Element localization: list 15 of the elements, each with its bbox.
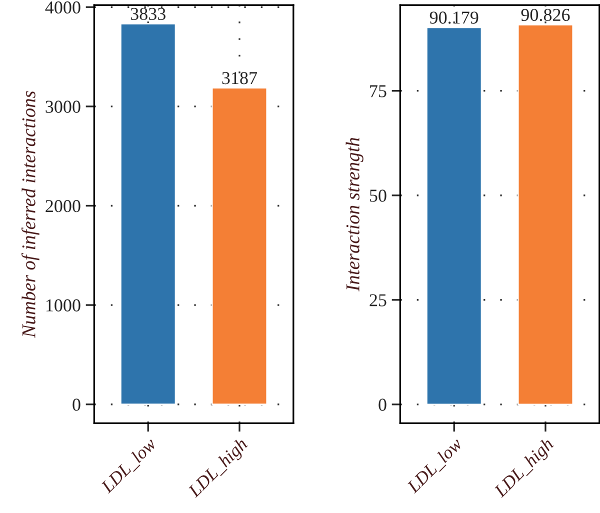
data-label: 3833 (130, 8, 166, 20)
y-tick-label: 3000 (46, 100, 80, 113)
y-tick-label: 4000 (45, 1, 80, 14)
data-label: 3187 (222, 72, 258, 84)
y-axis-title: Number of inferred interactions (22, 91, 40, 338)
y-tick-label: 1000 (46, 299, 80, 312)
y-tick-label: 2000 (46, 200, 80, 212)
y-tick-label: 25 (370, 294, 386, 306)
y-tick-label: 0 (72, 398, 80, 411)
y-axis-title: Interaction strength (346, 138, 364, 292)
y-tick-label: 50 (370, 190, 386, 202)
y-tick-label: 0 (378, 398, 386, 411)
data-label: 90.179 (430, 12, 478, 24)
data-label: 90.826 (521, 8, 570, 22)
y-tick-label: 75 (370, 85, 386, 98)
